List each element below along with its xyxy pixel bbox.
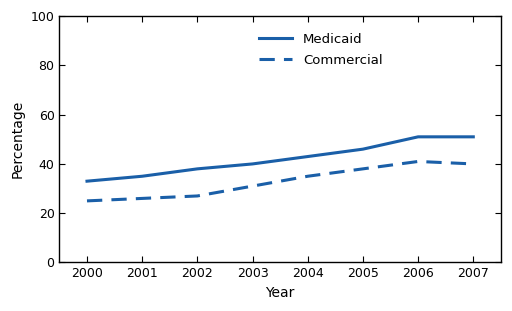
Commercial — [415, 160, 421, 163]
Medicaid — [305, 155, 311, 158]
Commercial — [360, 167, 366, 171]
Medicaid — [470, 135, 476, 139]
Commercial — [84, 199, 90, 203]
Medicaid — [360, 147, 366, 151]
Commercial — [139, 197, 145, 200]
Commercial — [305, 174, 311, 178]
Line: Medicaid: Medicaid — [87, 137, 473, 181]
X-axis label: Year: Year — [265, 286, 295, 300]
Medicaid — [84, 179, 90, 183]
Medicaid — [139, 174, 145, 178]
Legend: Medicaid, Commercial: Medicaid, Commercial — [251, 25, 391, 75]
Commercial — [249, 184, 255, 188]
Commercial — [470, 162, 476, 166]
Y-axis label: Percentage: Percentage — [11, 100, 25, 179]
Medicaid — [194, 167, 200, 171]
Medicaid — [415, 135, 421, 139]
Commercial — [194, 194, 200, 198]
Line: Commercial: Commercial — [87, 161, 473, 201]
Medicaid — [249, 162, 255, 166]
